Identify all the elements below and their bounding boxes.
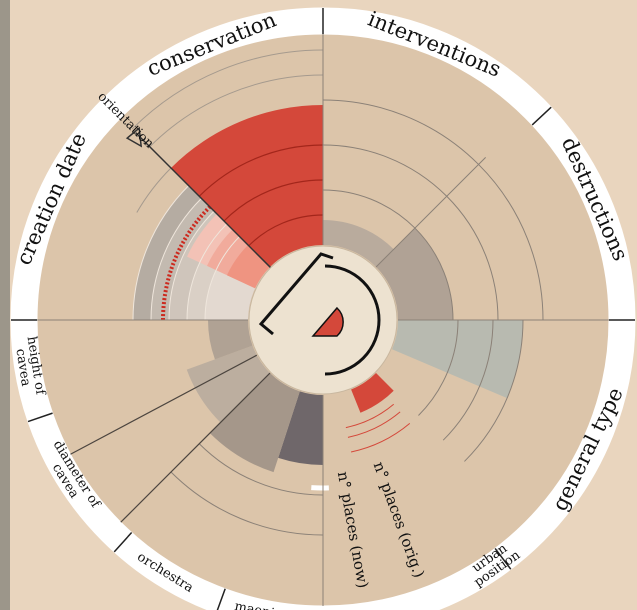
guide-arc xyxy=(248,214,324,247)
ring-tick xyxy=(494,547,512,570)
guide-arc xyxy=(170,471,324,536)
guide-arc xyxy=(132,185,190,321)
guide-arc xyxy=(149,74,324,148)
divider xyxy=(375,157,486,268)
creation-dotted xyxy=(161,205,212,321)
guide-arc xyxy=(168,210,215,321)
orchestra-wedge xyxy=(209,373,300,473)
guide-arc xyxy=(131,49,324,130)
label-text: cavea xyxy=(12,348,33,388)
ring-tick xyxy=(27,412,53,423)
orientation-arrow xyxy=(125,126,143,148)
places-orig-wedge xyxy=(351,373,394,413)
maeniana-wedge xyxy=(278,391,323,465)
guide-arc xyxy=(186,223,228,321)
guide-arc xyxy=(198,443,324,496)
divider xyxy=(120,372,271,523)
general-type-wedge xyxy=(392,320,524,399)
ring-label: maeniana xyxy=(233,599,299,610)
theatre-cavea xyxy=(324,264,381,376)
guide-arc xyxy=(350,423,411,453)
creation-highlight xyxy=(226,245,270,289)
divider xyxy=(70,354,258,455)
guide-arc xyxy=(418,319,459,416)
guide-arc xyxy=(150,198,202,321)
guide-arc xyxy=(345,403,395,429)
guide-arc xyxy=(198,144,324,197)
guide-arc xyxy=(464,319,524,462)
guide-arc xyxy=(347,411,401,438)
diameter-wedge xyxy=(186,345,270,423)
guide-arc xyxy=(223,179,324,222)
conservation-wedge xyxy=(170,105,323,267)
destructions-wedge xyxy=(376,228,453,320)
ring-tick xyxy=(216,588,226,610)
height-wedge xyxy=(208,320,253,360)
guide-arc xyxy=(442,319,494,441)
interventions-wedge xyxy=(323,220,394,267)
ring-tick xyxy=(113,532,133,553)
theatre-bracket xyxy=(258,252,334,336)
theatre-orchestra xyxy=(311,306,344,337)
guide-arc xyxy=(136,167,172,213)
center-disc xyxy=(248,245,398,395)
ring-tick xyxy=(531,106,552,126)
left-strip xyxy=(0,0,10,610)
label-text: maeniana xyxy=(233,599,299,610)
guide-arc xyxy=(204,236,240,321)
